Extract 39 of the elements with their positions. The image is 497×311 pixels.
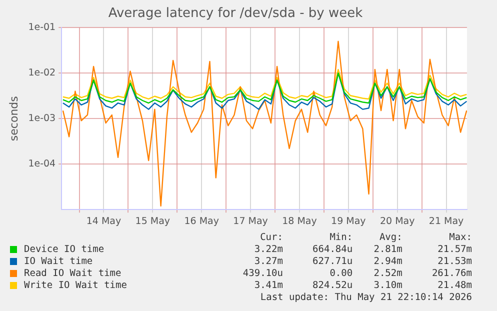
- text: Min:: [328, 232, 353, 244]
- y-tick-label: 1e-01: [28, 22, 56, 34]
- x-tick-label: 20 May: [380, 216, 416, 227]
- text: 3.10m: [372, 280, 402, 292]
- chart-title: Average latency for /dev/sda - by week: [108, 6, 364, 22]
- y-tick-label: 1e-04: [28, 158, 56, 170]
- text: 2.81m: [372, 244, 402, 256]
- text: Avg:: [378, 232, 402, 244]
- legend-label: Device IO time: [23, 244, 106, 256]
- text: 3.22m: [253, 244, 283, 256]
- y-tick-label: 1e-02: [28, 68, 56, 79]
- x-tick-label: 17 May: [233, 216, 268, 227]
- text: Cur:: [259, 232, 283, 244]
- legend-label: Write IO Wait time: [23, 280, 128, 292]
- text: 21.48m: [436, 280, 472, 292]
- text: Max:: [448, 232, 472, 244]
- x-tick-label: 16 May: [184, 216, 220, 227]
- text: 439.10u: [242, 268, 283, 280]
- text: 627.71u: [312, 256, 353, 268]
- text: 664.84u: [312, 244, 353, 256]
- text: 261.76m: [430, 268, 472, 280]
- text: 3.27m: [253, 256, 283, 268]
- x-tick-label: 19 May: [331, 216, 366, 227]
- text: 824.52u: [312, 280, 353, 292]
- text: 0.00: [328, 268, 353, 280]
- text: Last update: Thu May 21 22:10:14 2026: [259, 292, 472, 303]
- y-tick-label: 1e-03: [28, 113, 56, 124]
- text: 3.41m: [253, 280, 283, 292]
- text: 21.57m: [436, 244, 472, 256]
- x-tick-label: 15 May: [135, 216, 170, 227]
- text: 2.52m: [372, 268, 402, 280]
- x-tick-label: 18 May: [282, 216, 318, 227]
- x-tick-label: 21 May: [428, 216, 464, 227]
- legend-label: IO Wait time: [23, 256, 94, 268]
- x-tick-label: 14 May: [86, 216, 122, 227]
- legend-label: Read IO Wait time: [23, 268, 122, 280]
- y-axis-title: seconds: [7, 96, 20, 142]
- text: 2.94m: [372, 256, 402, 268]
- text: 21.53m: [436, 256, 472, 268]
